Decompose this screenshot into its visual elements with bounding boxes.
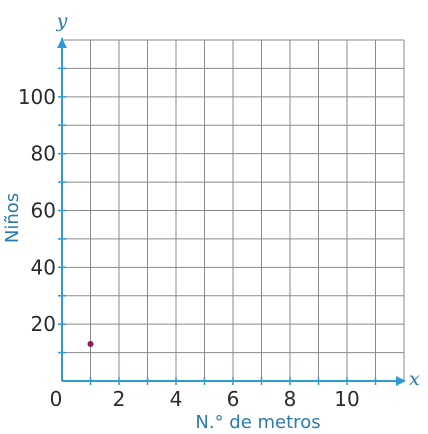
x-tick-label: 10: [334, 387, 359, 411]
data-point: [87, 341, 94, 348]
ticks: 0 2 4 6 8 10 20 40 60 80 100: [18, 67, 377, 411]
grid: [62, 39, 405, 381]
x-axis-title: N.° de metros: [195, 412, 320, 433]
y-tick-label: 20: [31, 312, 56, 336]
y-tick-label: 80: [31, 142, 56, 166]
y-axis-title: Niños: [2, 193, 23, 243]
y-axis-arrow: [57, 38, 67, 48]
x-tick-label: 8: [284, 387, 297, 411]
x-tick-label: 4: [170, 387, 183, 411]
axes: [57, 38, 406, 386]
x-axis-letter: x: [409, 368, 420, 390]
x-tick-label: 2: [113, 387, 126, 411]
y-tick-label: 100: [18, 85, 56, 109]
y-tick-label: 40: [31, 255, 56, 279]
x-axis-arrow: [396, 376, 406, 386]
x-tick-label: 0: [50, 387, 63, 411]
y-tick-label: 60: [31, 199, 56, 223]
x-tick-label: 6: [227, 387, 240, 411]
y-axis-letter: y: [56, 10, 68, 32]
data-points: [87, 341, 94, 348]
